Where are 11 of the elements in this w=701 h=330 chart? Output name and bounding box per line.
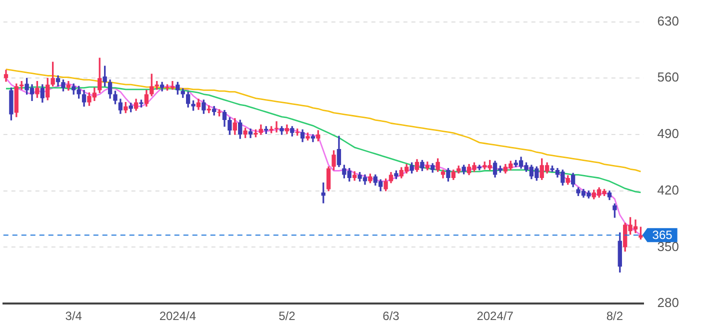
x-tick-label: 6/3: [382, 309, 400, 324]
x-tick-label: 5/2: [278, 309, 296, 324]
x-tick-label: 3/4: [65, 309, 82, 324]
y-tick-label: 420: [657, 182, 680, 198]
y-tick-label: 560: [657, 70, 680, 85]
y-tick-label: 280: [657, 295, 680, 310]
x-tick-label: 2024/7: [476, 309, 514, 324]
x-tick-label: 2024/4: [159, 309, 196, 324]
y-tick-label: 490: [657, 126, 680, 142]
x-tick-label: 8/2: [606, 309, 624, 324]
y-tick-label: 630: [657, 13, 680, 28]
